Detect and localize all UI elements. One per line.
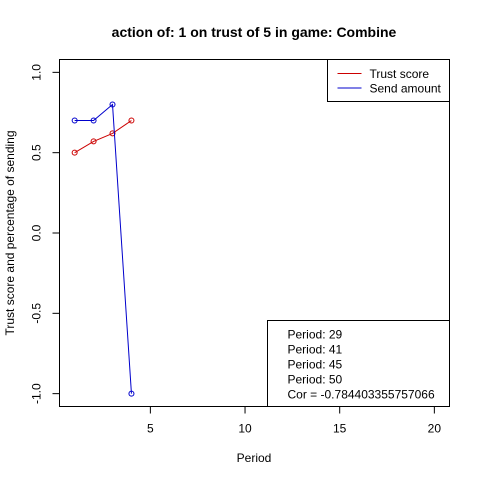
y-tick-label: -1.0 xyxy=(30,383,44,404)
data-point-trust-score xyxy=(90,138,97,145)
series-line-trust-score xyxy=(74,120,132,154)
data-point-trust-score xyxy=(128,117,135,124)
y-axis-label: Trust score and percentage of sending xyxy=(3,130,17,335)
chart-title: action of: 1 on trust of 5 in game: Comb… xyxy=(112,24,397,40)
data-point-send-amount xyxy=(109,101,116,108)
y-axis: -1.0 -0.5 0.0 0.5 1.0 xyxy=(30,64,60,404)
data-point-trust-score xyxy=(109,130,116,137)
y-tick-label: 1.0 xyxy=(30,64,44,81)
info-box-frame xyxy=(267,320,450,407)
data-point-send-amount xyxy=(128,390,135,397)
info-line: Period: 29 xyxy=(288,328,343,342)
data-point-trust-score xyxy=(71,149,78,156)
data-point-send-amount xyxy=(90,117,97,124)
y-tick-label: 0.5 xyxy=(30,144,44,161)
series-layer xyxy=(71,101,135,397)
series-line-send-amount xyxy=(74,103,132,394)
info-line: Period: 41 xyxy=(288,343,343,357)
y-tick-label: -0.5 xyxy=(30,303,44,324)
y-tick-label: 0.0 xyxy=(30,224,44,241)
legend-box xyxy=(327,59,450,102)
legend-label: Trust score xyxy=(370,67,430,81)
x-tick-label: 20 xyxy=(428,422,442,436)
data-point-send-amount xyxy=(71,117,78,124)
x-tick-label: 10 xyxy=(238,422,252,436)
info-line: Period: 50 xyxy=(288,373,343,387)
x-tick-label: 15 xyxy=(333,422,347,436)
x-tick-label: 5 xyxy=(147,422,154,436)
info-line: Period: 45 xyxy=(288,358,343,372)
info-line: Cor = -0.784403355757066 xyxy=(288,388,435,402)
x-axis-label: Period xyxy=(237,451,272,465)
legend-label: Send amount xyxy=(370,82,442,96)
